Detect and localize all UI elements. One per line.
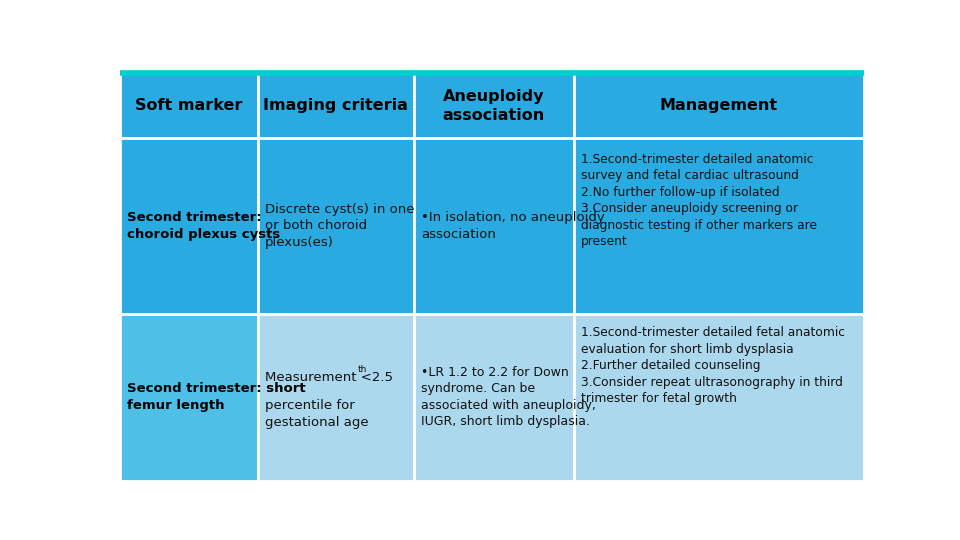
Text: •In isolation, no aneuploidy
association: •In isolation, no aneuploidy association bbox=[421, 211, 605, 241]
FancyBboxPatch shape bbox=[574, 138, 864, 314]
Text: 1.Second-trimester detailed anatomic
survey and fetal cardiac ultrasound
2.No fu: 1.Second-trimester detailed anatomic sur… bbox=[581, 153, 817, 248]
Text: Second trimester: short
femur length: Second trimester: short femur length bbox=[128, 382, 306, 412]
Text: percentile for
gestational age: percentile for gestational age bbox=[265, 399, 369, 429]
FancyBboxPatch shape bbox=[120, 73, 257, 138]
Text: Management: Management bbox=[660, 98, 778, 113]
FancyBboxPatch shape bbox=[257, 138, 414, 314]
Text: 1.Second-trimester detailed fetal anatomic
evaluation for short limb dysplasia
2: 1.Second-trimester detailed fetal anatom… bbox=[581, 326, 845, 405]
Text: Second trimester:
choroid plexus cysts: Second trimester: choroid plexus cysts bbox=[128, 211, 280, 241]
FancyBboxPatch shape bbox=[414, 138, 574, 314]
FancyBboxPatch shape bbox=[120, 314, 257, 481]
Text: Imaging criteria: Imaging criteria bbox=[263, 98, 408, 113]
Text: Discrete cyst(s) in one
or both choroid
plexus(es): Discrete cyst(s) in one or both choroid … bbox=[265, 203, 415, 249]
FancyBboxPatch shape bbox=[574, 314, 864, 481]
FancyBboxPatch shape bbox=[414, 73, 574, 138]
Text: Measurement <2.5: Measurement <2.5 bbox=[265, 372, 393, 384]
FancyBboxPatch shape bbox=[574, 73, 864, 138]
Text: Aneuploidy
association: Aneuploidy association bbox=[443, 89, 545, 123]
FancyBboxPatch shape bbox=[257, 73, 414, 138]
FancyBboxPatch shape bbox=[120, 138, 257, 314]
Text: th: th bbox=[358, 365, 368, 374]
Text: Soft marker: Soft marker bbox=[135, 98, 243, 113]
Text: •LR 1.2 to 2.2 for Down
syndrome. Can be
associated with aneuploidy,
IUGR, short: •LR 1.2 to 2.2 for Down syndrome. Can be… bbox=[421, 366, 596, 428]
FancyBboxPatch shape bbox=[257, 314, 414, 481]
FancyBboxPatch shape bbox=[414, 314, 574, 481]
